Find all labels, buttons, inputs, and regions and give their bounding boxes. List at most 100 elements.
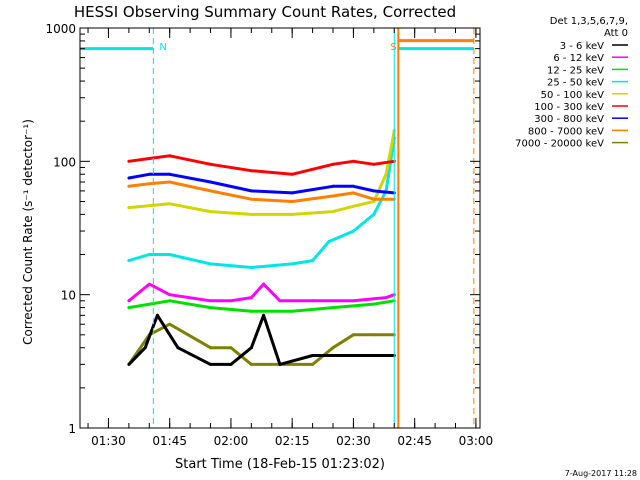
y-tick-label: 1000 [45, 22, 76, 36]
series-point [372, 212, 376, 216]
series-point [249, 296, 253, 300]
legend-label: 7000 - 20000 keV [515, 139, 604, 150]
series-line-2 [128, 299, 395, 313]
series-point [331, 162, 335, 166]
series-point [290, 262, 294, 266]
y-axis-label: Corrected Count Rate (s⁻¹ detector⁻¹) [21, 119, 35, 345]
series-point [249, 197, 253, 201]
y-tick-label: 10 [61, 289, 76, 303]
series-point [331, 306, 335, 310]
series-point [372, 302, 376, 306]
series-point [270, 362, 274, 366]
series-point [249, 266, 253, 269]
legend-header: Det 1,3,5,6,7,9, [550, 16, 628, 27]
series-point [147, 282, 151, 286]
series-point [249, 346, 253, 350]
series-point [351, 191, 355, 195]
series-point [372, 162, 376, 166]
series-point [372, 200, 376, 203]
series-point [290, 200, 294, 203]
series-point [290, 191, 294, 195]
series-point [290, 309, 294, 313]
x-tick-label: 02:30 [336, 434, 371, 448]
series-point [168, 202, 172, 206]
legend-label: 6 - 12 keV [553, 53, 604, 64]
series-point [351, 159, 355, 163]
series-line-0 [127, 313, 395, 366]
series-point [168, 154, 172, 158]
series-point [127, 306, 131, 310]
series-point [127, 299, 131, 303]
series-point [331, 346, 335, 350]
annotation-label: S [390, 42, 396, 53]
series-point [209, 346, 212, 350]
series-point [147, 172, 151, 176]
series-point [278, 362, 282, 366]
x-tick-label: 01:30 [91, 434, 126, 448]
series-point [331, 210, 335, 214]
series-point [331, 184, 335, 188]
series-point [127, 176, 131, 180]
series-point [351, 204, 355, 208]
series-point [147, 157, 151, 160]
series-point [290, 212, 294, 216]
series-point [351, 354, 355, 357]
series-point [168, 180, 172, 184]
series-point [229, 299, 233, 303]
series-line-3 [128, 137, 396, 269]
series-point [249, 169, 253, 173]
legend-label: 3 - 6 keV [560, 41, 604, 52]
series-line-5 [128, 154, 395, 176]
series-point [209, 362, 212, 366]
series-line-6 [128, 172, 395, 195]
series-point [127, 159, 131, 163]
series-point [249, 212, 253, 216]
series-point [249, 309, 253, 313]
series-point [372, 189, 376, 193]
series-point [209, 189, 212, 193]
series-point [209, 180, 212, 184]
series-line-1 [127, 282, 395, 303]
series-point [351, 333, 355, 337]
series-point [249, 362, 253, 366]
y-tick-label: 100 [53, 155, 76, 169]
series-point [176, 346, 180, 350]
y-tick-label: 1 [68, 422, 76, 436]
legend-label: 12 - 25 keV [547, 65, 604, 76]
legend-label: 25 - 50 keV [547, 78, 604, 89]
series-point [147, 253, 151, 256]
chart-title: HESSI Observing Summary Count Rates, Cor… [74, 3, 456, 21]
series-point [127, 206, 131, 210]
x-tick-label: 02:15 [275, 434, 310, 448]
x-tick-label: 02:00 [214, 434, 249, 448]
series-point [351, 229, 355, 233]
legend-label: 300 - 800 keV [534, 114, 604, 125]
series-point [311, 259, 315, 263]
series-point [127, 259, 131, 263]
x-tick-label: 01:45 [152, 434, 187, 448]
series-point [372, 197, 376, 201]
series-line-8 [127, 322, 395, 366]
series-point [168, 322, 172, 326]
series-point [384, 354, 388, 357]
series-point [229, 362, 233, 366]
series-point [290, 172, 294, 176]
series-point [262, 313, 266, 317]
series-point [351, 184, 355, 188]
plot-frame [79, 27, 481, 429]
x-axis-label: Start Time (18-Feb-15 01:23:02) [175, 457, 385, 472]
series-point [372, 333, 376, 337]
series-point [384, 172, 388, 176]
legend-header: Att 0 [604, 28, 628, 39]
series-point [311, 299, 315, 303]
annotation-label: N [159, 42, 166, 53]
series-point [143, 346, 147, 350]
series-point [311, 362, 315, 366]
series-point [327, 240, 331, 244]
series-line-4 [128, 130, 396, 216]
series-point [209, 162, 212, 166]
series-point [168, 253, 172, 256]
series-line-7 [128, 180, 395, 203]
legend-label: 800 - 7000 keV [528, 126, 604, 137]
